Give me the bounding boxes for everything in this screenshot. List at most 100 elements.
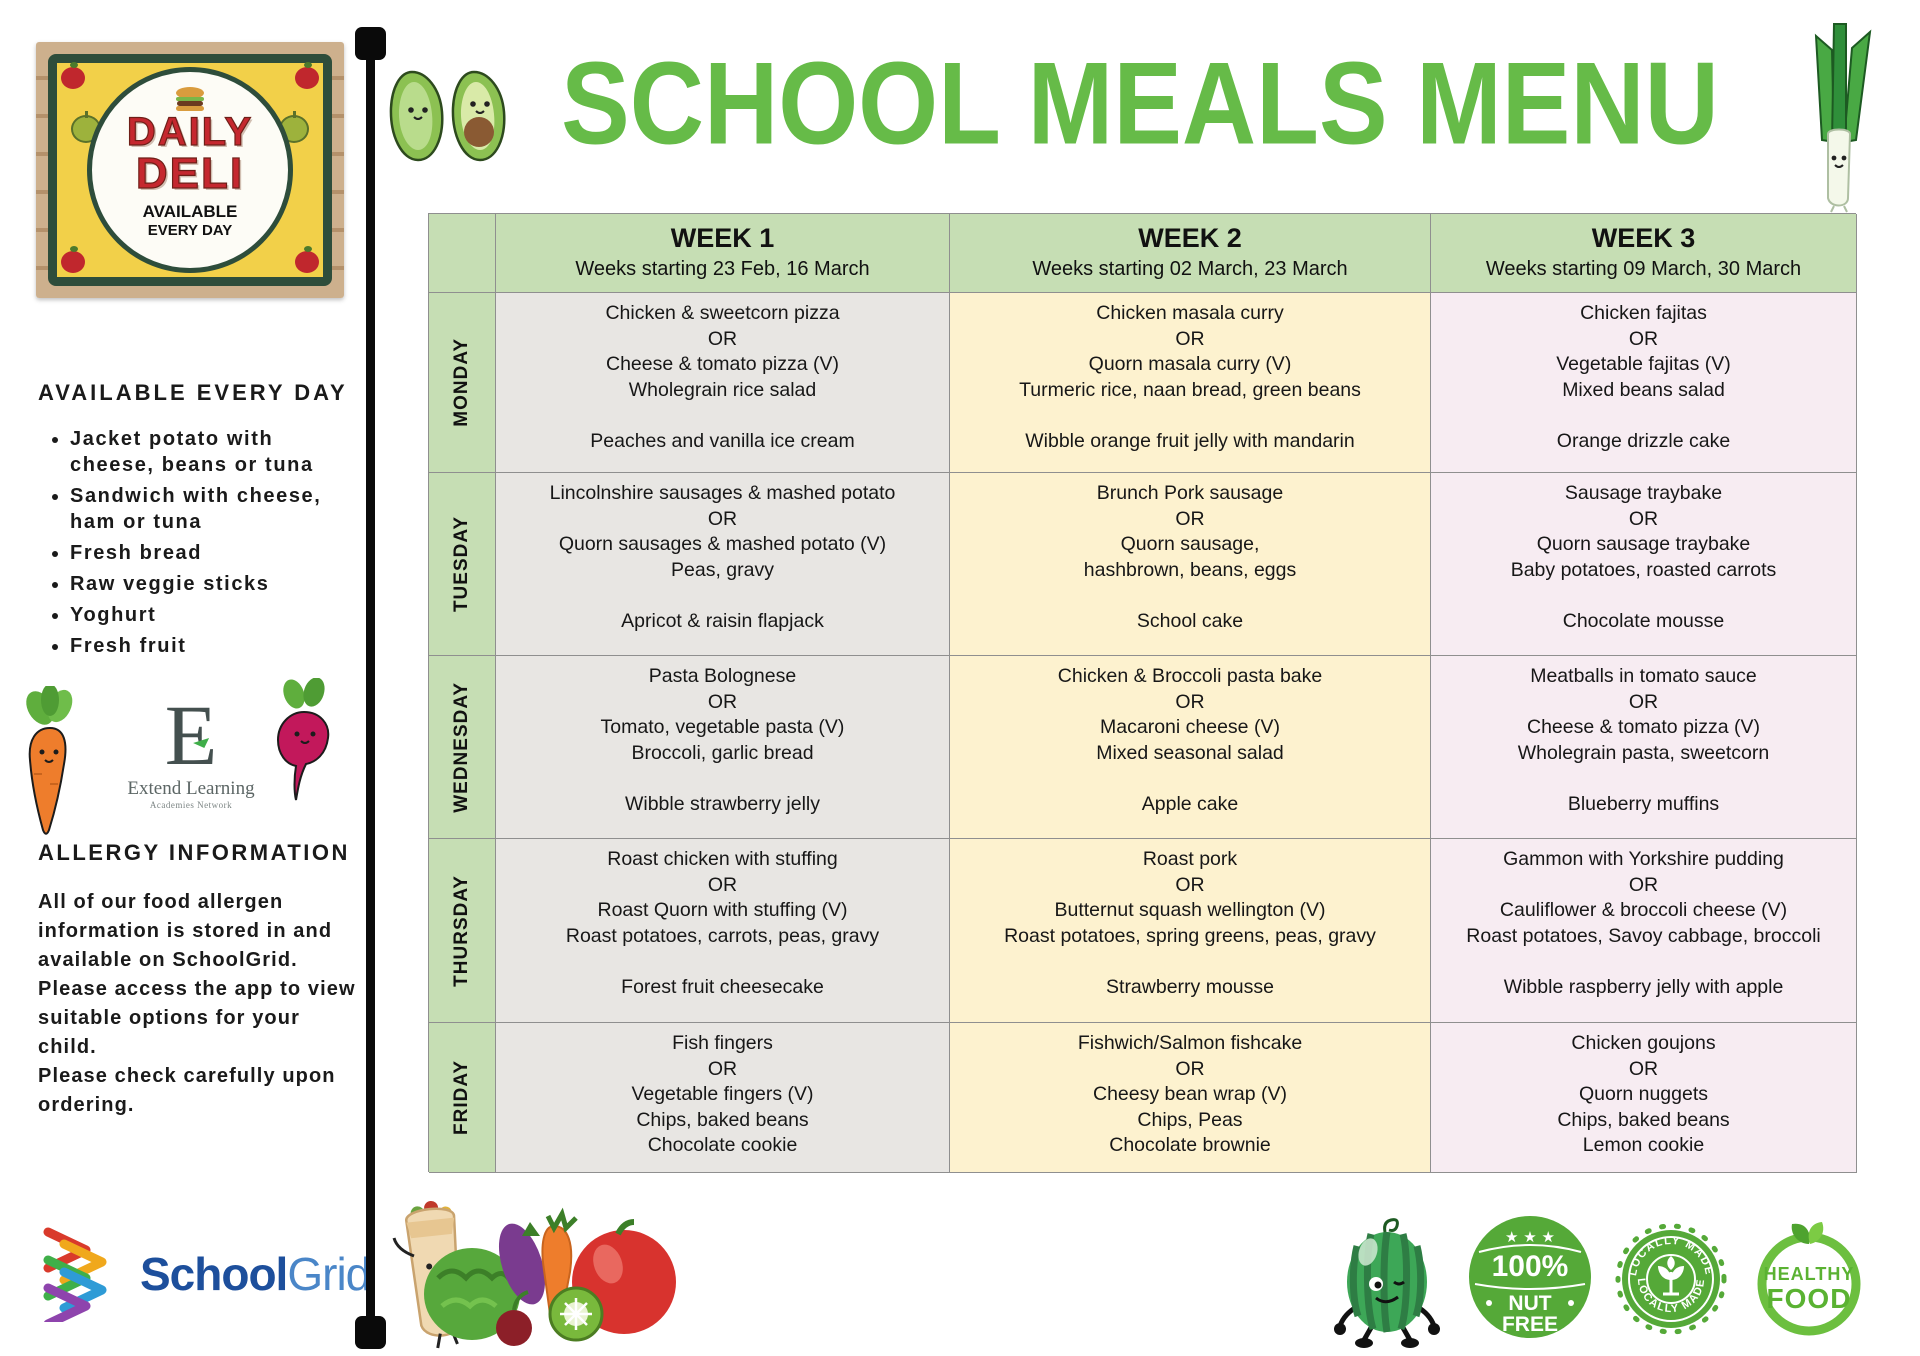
menu-line: OR [1628, 1057, 1659, 1080]
menu-line: OR [1628, 690, 1659, 713]
day-label-wednesday: WEDNESDAY [429, 656, 496, 839]
menu-line: Baby potatoes, roasted carrots [1510, 558, 1777, 581]
day-label-thursday: THURSDAY [429, 839, 496, 1023]
menu-line: Peaches and vanilla ice cream [590, 429, 855, 452]
apple-icon [295, 246, 319, 273]
extend-learning-logo: E Extend Learning Academies Network [116, 687, 266, 810]
extend-logo-name: Extend Learning [127, 778, 255, 799]
menu-line: Roast Quorn with stuffing (V) [597, 899, 848, 922]
menu-line: OR [1628, 873, 1659, 896]
menu-cell-friday-week3: Chicken goujons OR Quorn nuggets Chips, bak… [1431, 1023, 1857, 1173]
menu-line: Lemon cookie [1582, 1134, 1705, 1157]
watermelon-character-icon [1334, 1218, 1440, 1348]
menu-line [496, 949, 949, 975]
allergy-information-heading: ALLERGY INFORMATION [38, 840, 350, 865]
menu-line: hashbrown, beans, eggs [1083, 558, 1297, 581]
menu-line: OR [1175, 690, 1205, 713]
daily-deli-sign-frame: DAILY DELI AVAILABLE EVERY DAY [48, 54, 332, 286]
list-item: Jacket potato with cheese, beans or tuna [70, 426, 351, 478]
menu-line: Chicken goujons [1571, 1032, 1716, 1054]
menu-line: Chocolate mousse [1562, 609, 1725, 632]
schoolgrid-chevrons-icon [43, 1227, 107, 1322]
menu-line: OR [1175, 1057, 1205, 1080]
available-every-day-heading: AVAILABLE EVERY DAY [38, 380, 348, 405]
menu-line: Peas, gravy [671, 558, 774, 581]
week-subtitle: Weeks starting 23 Feb, 16 March [575, 258, 870, 280]
menu-line: Cheese & tomato pizza (V) [605, 353, 840, 376]
day-label-monday: MONDAY [429, 293, 496, 473]
sign-subtitle-available: AVAILABLE [142, 202, 238, 221]
menu-cell-thursday-week2: Roast pork OR Butternut squash wellington … [950, 839, 1431, 1023]
menu-line: Wholegrain pasta, sweetcorn [1517, 741, 1770, 764]
menu-line: Apple cake [1141, 792, 1239, 815]
menu-line: Roast pork [1142, 848, 1238, 870]
menu-line: Blueberry muffins [1567, 792, 1720, 815]
menu-line [1431, 949, 1856, 975]
menu-line [1431, 583, 1856, 609]
menu-line: Cheesy bean wrap (V) [1092, 1083, 1287, 1106]
menu-line: OR [1175, 873, 1205, 896]
extend-logo-initial: E [164, 687, 218, 783]
schoolgrid-logo: SchoolGrid [34, 1226, 371, 1322]
leaf-icon [193, 738, 210, 748]
menu-line [496, 766, 949, 792]
week-3-header: WEEK 3 Weeks starting 09 March, 30 March [1431, 214, 1857, 293]
menu-line: Fishwich/Salmon fishcake [1077, 1032, 1303, 1054]
menu-line: OR [707, 873, 738, 896]
menu-cell-monday-week2: Chicken masala curry OR Quorn masala curry… [950, 293, 1431, 473]
svg-text:★ ★ ★: ★ ★ ★ [1505, 1228, 1555, 1246]
menu-line: Chicken fajitas [1580, 302, 1707, 324]
allergy-paragraph: Please access the app to view suitable o… [38, 978, 356, 1058]
schoolgrid-wordmark: SchoolGrid [140, 1248, 371, 1300]
menu-line: Chips, baked beans [1557, 1108, 1730, 1131]
menu-line: Tomato, vegetable pasta (V) [600, 716, 845, 739]
menu-cell-thursday-week3: Gammon with Yorkshire pudding OR Cauliflow… [1431, 839, 1857, 1023]
burger-icon [176, 87, 204, 111]
week-label: WEEK 2 [1138, 223, 1242, 253]
apple-icon [61, 62, 85, 89]
day-label-tuesday: TUESDAY [429, 473, 496, 656]
menu-line: OR [1175, 327, 1205, 350]
healthy-food-badge: HEALTHY FOOD [1757, 1222, 1861, 1336]
menu-line: Wibble orange fruit jelly with mandarin [1025, 429, 1355, 452]
page-title: SCHOOL MEALS MENU [561, 39, 1719, 169]
svg-text:HEALTHY: HEALTHY [1764, 1264, 1855, 1284]
menu-line [950, 949, 1430, 975]
menu-line: Lincolnshire sausages & mashed potato [549, 482, 896, 504]
menu-line [1431, 403, 1856, 429]
available-items-list: Jacket potato with cheese, beans or tuna… [46, 426, 351, 664]
menu-line [496, 403, 949, 429]
menu-line: Pasta Bolognese [648, 665, 797, 687]
allergy-paragraph: Please check carefully upon ordering. [38, 1065, 336, 1116]
menu-line: Chocolate brownie [1109, 1134, 1271, 1157]
apple-icon [295, 62, 319, 89]
meals-table: WEEK 1 Weeks starting 23 Feb, 16 March W… [428, 213, 1857, 1173]
menu-cell-thursday-week1: Roast chicken with stuffing OR Roast Quorn… [496, 839, 950, 1023]
locally-made-badge: LOCALLY MADE LOCALLY MADE [1615, 1223, 1727, 1335]
menu-line: Cheese & tomato pizza (V) [1526, 716, 1761, 739]
menu-line: Turmeric rice, naan bread, green beans [1019, 378, 1361, 401]
menu-line: School cake [1136, 609, 1244, 632]
menu-cell-friday-week2: Fishwich/Salmon fishcake OR Cheesy bean wr… [950, 1023, 1431, 1173]
sidebar-illustrations: E Extend Learning Academies Network [20, 678, 350, 838]
menu-line: Mixed beans salad [1562, 378, 1725, 401]
list-item: Fresh bread [70, 540, 351, 566]
menu-cell-monday-week3: Chicken fajitas OR Vegetable fajitas (V) Mi… [1431, 293, 1857, 473]
menu-line: Quorn sausage traybake [1536, 533, 1751, 556]
plant-icon [1658, 1256, 1684, 1296]
menu-line: Chicken & sweetcorn pizza [605, 302, 840, 324]
vegetables-cluster-icon [424, 1207, 676, 1346]
week-subtitle: Weeks starting 02 March, 23 March [1032, 258, 1348, 280]
menu-line: Forest fruit cheesecake [621, 975, 824, 998]
menu-cell-wednesday-week2: Chicken & Broccoli pasta bake OR Macaroni … [950, 656, 1431, 839]
menu-cell-tuesday-week1: Lincolnshire sausages & mashed potato OR Q… [496, 473, 950, 656]
menu-line: OR [707, 507, 738, 530]
list-item: Yoghurt [70, 602, 351, 628]
allergy-information-text: All of our food allergen information is … [38, 888, 356, 1120]
menu-line: Roast potatoes, Savoy cabbage, broccoli [1466, 924, 1821, 947]
menu-line: Roast chicken with stuffing [607, 848, 838, 870]
list-item: Sandwich with cheese, ham or tuna [70, 483, 351, 535]
nut-free-badge: ★ ★ ★ 100% NUT FREE [1469, 1216, 1591, 1338]
menu-line [950, 403, 1430, 429]
menu-line: Macaroni cheese (V) [1100, 716, 1280, 739]
